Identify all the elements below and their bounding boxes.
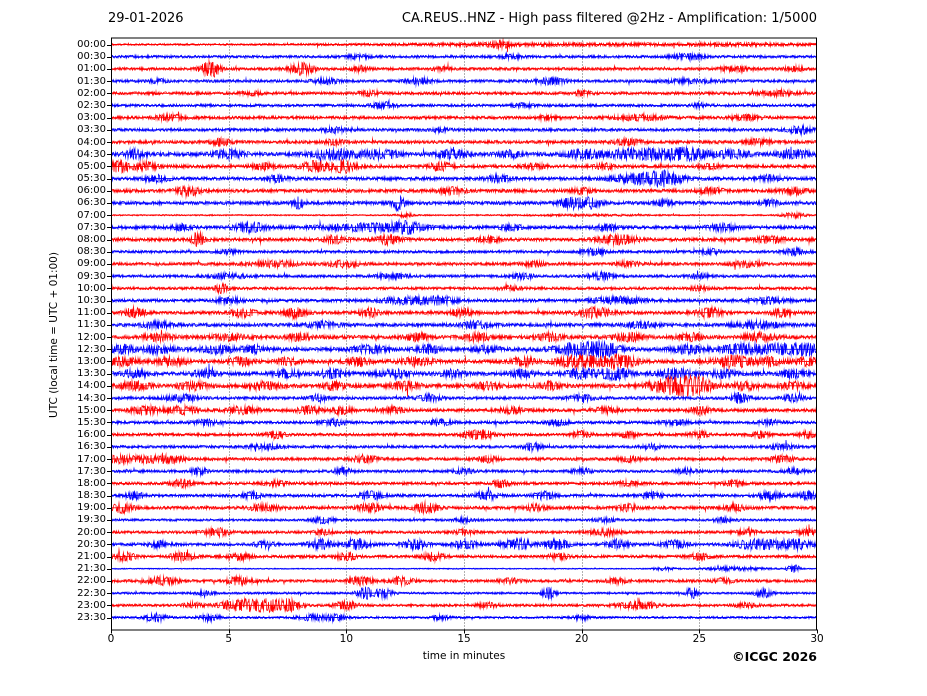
y-tick-label: 18:00 [77,477,106,489]
y-tick-label: 20:30 [77,538,106,550]
y-tick-label: 23:00 [77,599,106,611]
y-tick-label: 08:00 [77,234,106,246]
y-tick-label: 03:00 [77,112,106,124]
x-tick-label: 30 [810,633,824,645]
y-tick-label: 05:30 [77,173,106,185]
y-tick-label: 19:00 [77,502,106,514]
y-tick-label: 05:00 [77,160,106,172]
y-tick-label: 12:00 [77,331,106,343]
y-tick-label: 08:30 [77,246,106,258]
y-tick-label: 01:00 [77,63,106,75]
y-tick-label: 16:30 [77,441,106,453]
y-tick-label: 10:30 [77,295,106,307]
y-tick-label: 04:00 [77,136,106,148]
x-tick-label: 15 [457,633,471,645]
y-tick-label: 07:00 [77,209,106,221]
y-tick-label: 06:00 [77,185,106,197]
copyright-label: ©ICGC 2026 [732,649,817,664]
y-tick-label: 03:30 [77,124,106,136]
y-tick-label: 14:30 [77,392,106,404]
x-tick-label: 25 [692,633,707,645]
x-tick-label: 0 [107,633,115,645]
y-tick-label: 04:30 [77,148,106,160]
y-tick-label: 00:00 [77,39,106,50]
y-tick-label: 02:00 [77,87,106,99]
y-tick-label: 22:00 [77,575,106,587]
y-tick-label: 18:30 [77,490,106,502]
y-tick-label: 11:30 [77,319,106,331]
y-tick-label: 17:30 [77,465,106,477]
y-tick-label: 22:30 [77,587,106,599]
y-tick-label: 19:30 [77,514,106,526]
date-label: 29-01-2026 [108,11,184,26]
plot-title: CA.REUS..HNZ - High pass filtered @2Hz -… [401,11,817,26]
y-tick-label: 13:30 [77,368,106,380]
x-tick-label: 5 [225,633,232,645]
y-tick-label: 15:00 [77,404,106,416]
y-tick-label: 17:00 [77,453,106,465]
y-tick-label: 12:30 [77,343,106,355]
y-tick-label: 02:30 [77,99,106,111]
y-tick-label: 13:00 [77,355,106,367]
y-tick-label: 15:30 [77,416,106,428]
y-tick-label: 10:00 [77,282,106,294]
y-tick-label: 21:00 [77,551,106,563]
y-tick-label: 11:00 [77,307,106,319]
y-tick-label: 14:00 [77,380,106,392]
y-tick-label: 00:30 [77,51,106,63]
y-tick-label: 21:30 [77,563,106,575]
y-tick-label: 09:00 [77,258,106,270]
y-tick-label: 01:30 [77,75,106,87]
y-tick-label: 20:00 [77,526,106,538]
y-tick-label: 07:30 [77,221,106,233]
x-tick-label: 20 [574,633,589,645]
y-tick-label: 23:30 [77,612,106,623]
y-tick-label: 09:30 [77,270,106,282]
y-tick-label: 06:30 [77,197,106,209]
y-tick-label: 16:00 [77,429,106,441]
x-tick-label: 10 [339,633,354,645]
x-axis-title: time in minutes [422,650,506,662]
